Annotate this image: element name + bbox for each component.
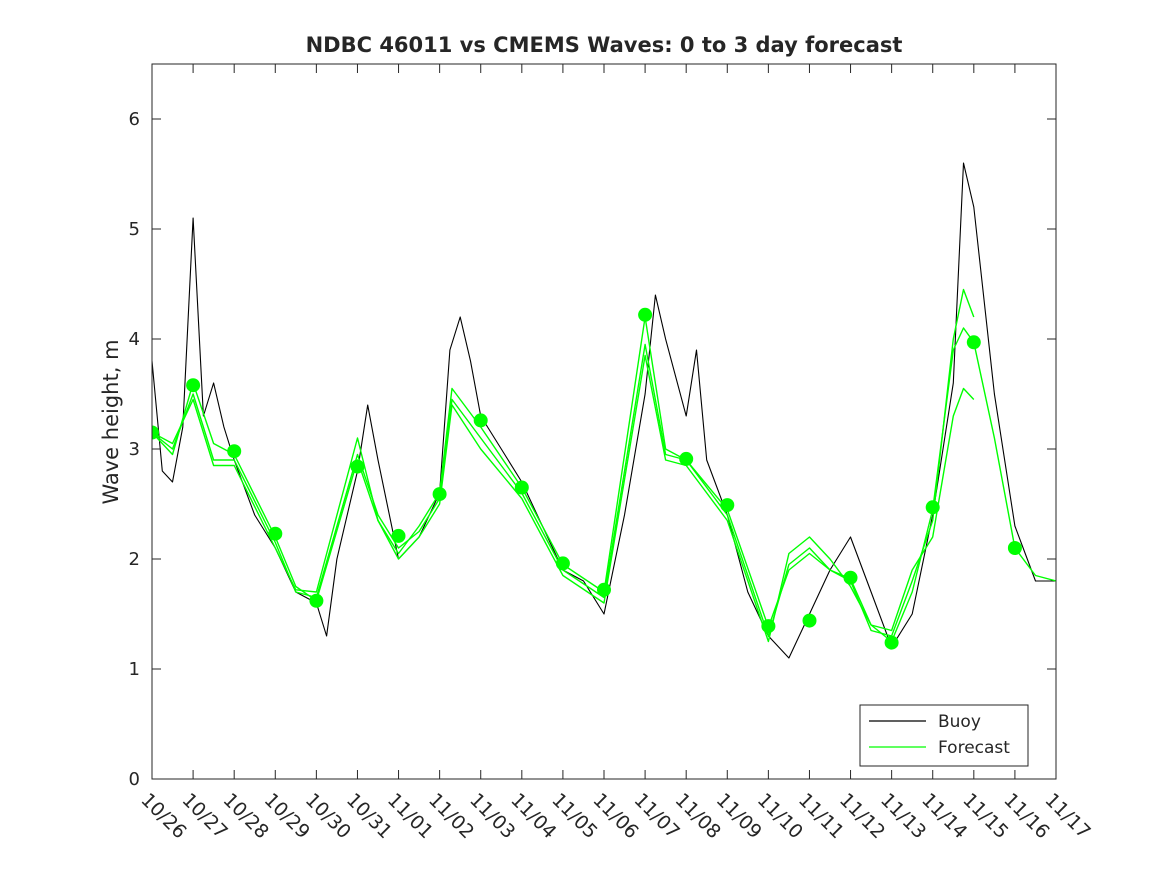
series-line-forecast-3	[152, 354, 975, 643]
y-tick-label: 6	[129, 109, 140, 130]
forecast-marker	[350, 459, 365, 474]
forecast-marker	[152, 425, 159, 440]
legend-label-buoy: Buoy	[938, 712, 981, 732]
forecast-marker	[925, 500, 940, 515]
forecast-marker	[268, 526, 283, 541]
forecast-marker	[679, 451, 694, 466]
forecast-marker	[555, 556, 570, 571]
forecast-marker	[473, 413, 488, 428]
forecast-marker	[843, 570, 858, 585]
forecast-marker	[391, 528, 406, 543]
legend: Buoy Forecast	[859, 704, 1029, 767]
plot-area	[152, 162, 1056, 659]
y-tick-label: 5	[129, 219, 140, 240]
y-tick-label: 3	[129, 439, 140, 460]
legend-box	[859, 704, 1029, 767]
forecast-marker	[227, 444, 242, 459]
forecast-marker	[884, 635, 899, 650]
forecast-marker	[597, 582, 611, 597]
forecast-marker	[186, 378, 201, 393]
forecast-marker	[432, 487, 447, 502]
forecast-marker	[1007, 541, 1022, 555]
forecast-marker	[638, 307, 653, 322]
y-tick-label: 1	[129, 659, 140, 680]
forecast-marker	[309, 593, 324, 608]
chart-title: NDBC 46011 vs CMEMS Waves: 0 to 3 day fo…	[306, 33, 903, 57]
forecast-marker	[514, 480, 529, 495]
forecast-marker	[802, 613, 817, 628]
series-line-forecast-1	[152, 316, 1056, 643]
y-tick-label: 4	[129, 329, 140, 350]
y-tick-label: 0	[129, 769, 140, 790]
y-axis-label: Wave height, m	[99, 339, 123, 504]
forecast-marker	[966, 335, 981, 350]
forecast-marker	[761, 619, 776, 634]
plot-clipped-group	[152, 162, 1056, 659]
series-line-forecast-2	[152, 288, 975, 637]
forecast-marker	[720, 498, 735, 513]
y-tick-label: 2	[129, 549, 140, 570]
legend-label-forecast: Forecast	[938, 738, 1010, 758]
